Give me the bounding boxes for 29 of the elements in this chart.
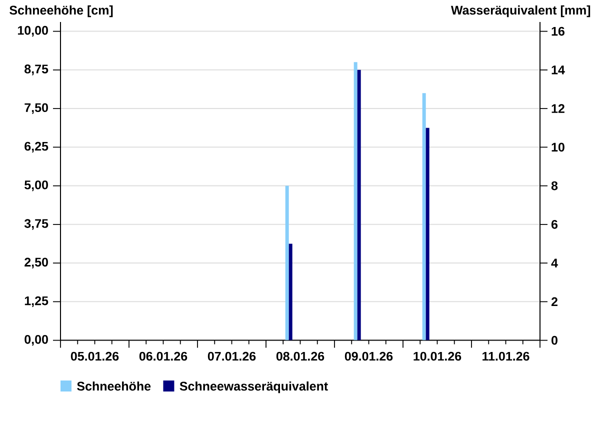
legend-label: Schneewasseräquivalent (180, 381, 328, 394)
y-tick-label: 7,50 (24, 103, 48, 114)
y2-tick-label: 12 (552, 104, 564, 113)
y-tick-label: 3,75 (24, 219, 48, 230)
y2-tick-label: 6 (551, 220, 558, 229)
y2-tick-label: 14 (552, 66, 565, 74)
y-tick-label: 10,00 (18, 26, 48, 37)
y-tick-label: 0,00 (24, 334, 48, 346)
y-tick-label: 8,75 (24, 64, 48, 76)
x-tick-label: 06.01.26 (139, 352, 188, 361)
y-axis-title: Schneehöhe [cm] (10, 5, 113, 18)
y2-tick-label: 10 (552, 142, 564, 152)
x-tick-label: 09.01.26 (344, 352, 393, 361)
y-tick-label: 2,50 (24, 258, 48, 268)
x-tick-label: 05.01.26 (70, 352, 119, 361)
y2-axis-title: Wasseräquivalent [mm] (450, 5, 590, 18)
x-tick-label: 07.01.26 (208, 352, 256, 361)
x-tick-label: 11.01.26 (482, 352, 530, 361)
legend-label: Schneehöhe (77, 381, 151, 391)
x-tick-label: 08.01.26 (276, 352, 324, 361)
y2-tick-label: 8 (551, 181, 558, 190)
x-tick-label: 10.01.26 (414, 352, 462, 361)
y-tick-label: 6,25 (24, 142, 48, 152)
y2-tick-label: 0 (552, 336, 558, 345)
y-tick-label: 1,25 (24, 296, 48, 308)
y-tick-label: 5,00 (24, 180, 48, 192)
y2-tick-label: 16 (552, 26, 564, 36)
y2-tick-label: 2 (551, 297, 558, 306)
y2-tick-label: 4 (551, 258, 558, 268)
